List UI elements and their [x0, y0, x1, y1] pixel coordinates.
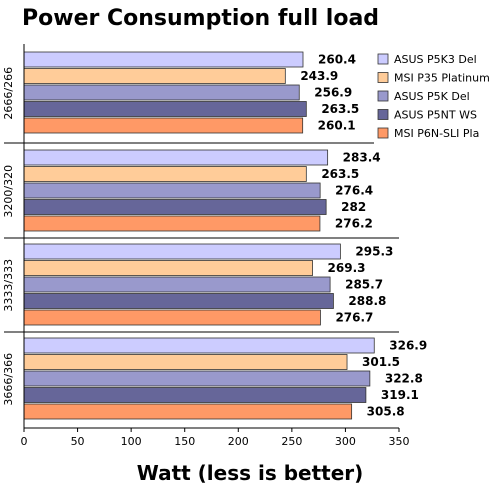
legend-swatch-4 [377, 127, 389, 139]
data-label-3200/320-3: 282 [341, 200, 366, 214]
bar-2666/266-3 [23, 101, 307, 117]
data-label-3666/366-1: 301.5 [362, 355, 400, 369]
x-tick-label-6: 300 [335, 435, 356, 448]
bar-3200/320-0 [23, 149, 329, 166]
bar-3666/366-4 [23, 403, 353, 420]
bar-3666/366-2 [23, 370, 371, 387]
x-tick-label-1: 50 [71, 435, 85, 448]
bar-3333/333-4 [23, 309, 321, 326]
bar-3200/320-2 [23, 182, 321, 199]
data-label-3200/320-0: 283.4 [343, 151, 381, 165]
data-label-3666/366-2: 322.8 [385, 372, 423, 386]
bar-3333/333-3 [23, 293, 334, 309]
x-tick-label-0: 0 [21, 435, 28, 448]
x-tick-label-7: 350 [389, 435, 410, 448]
bar-3200/320-3 [23, 199, 327, 215]
category-label-3: 3666/366 [2, 353, 15, 406]
data-label-3333/333-4: 276.7 [335, 311, 373, 325]
bar-3666/366-1 [23, 354, 348, 370]
legend-box [374, 50, 498, 147]
bar-3666/366-0 [23, 337, 375, 354]
legend-swatch-3 [377, 109, 389, 120]
bar-3333/333-2 [23, 276, 331, 293]
bar-3666/366-3 [23, 387, 367, 403]
category-label-2: 3333/333 [2, 259, 15, 312]
legend-entry-4: MSI P6N-SLI Pla [394, 127, 479, 140]
legend-swatch-2 [377, 90, 389, 102]
bar-2666/266-1 [23, 68, 286, 84]
data-label-2666/266-0: 260.4 [318, 53, 356, 67]
category-label-1: 3200/320 [2, 165, 15, 218]
legend-swatch-0 [377, 53, 389, 65]
bar-2666/266-2 [23, 84, 300, 101]
data-label-3333/333-3: 288.8 [348, 294, 386, 308]
data-label-3200/320-2: 276.4 [335, 184, 373, 198]
data-label-3333/333-2: 285.7 [345, 278, 383, 292]
data-label-3666/366-0: 326.9 [389, 339, 427, 353]
x-tick-label-5: 250 [281, 435, 302, 448]
bar-3333/333-1 [23, 260, 313, 276]
bar-2666/266-0 [23, 51, 304, 68]
data-label-3333/333-0: 295.3 [355, 245, 393, 259]
data-label-2666/266-3: 263.5 [321, 102, 359, 116]
x-tick-label-4: 200 [228, 435, 249, 448]
legend-entry-0: ASUS P5K3 Del [394, 53, 477, 66]
chart-title: Power Consumption full load [22, 6, 380, 31]
data-label-3200/320-1: 263.5 [321, 167, 359, 181]
legend-swatch-1 [377, 72, 389, 83]
data-label-3200/320-4: 276.2 [335, 217, 373, 231]
category-label-0: 2666/266 [2, 67, 15, 120]
x-tick-label-3: 150 [174, 435, 195, 448]
data-label-2666/266-1: 243.9 [300, 69, 338, 83]
bar-3333/333-0 [23, 243, 341, 260]
x-axis-label: Watt (less is better) [136, 461, 364, 485]
data-label-3666/366-3: 319.1 [381, 388, 419, 402]
legend-entry-1: MSI P35 Platinum [394, 72, 490, 85]
data-label-3333/333-1: 269.3 [328, 261, 366, 275]
data-label-3666/366-4: 305.8 [367, 405, 405, 419]
bar-2666/266-4 [23, 117, 304, 134]
bar-3200/320-4 [23, 215, 321, 232]
bar-3200/320-1 [23, 166, 307, 182]
legend-entry-3: ASUS P5NT WS [394, 109, 477, 122]
data-label-2666/266-2: 256.9 [314, 86, 352, 100]
x-tick-label-2: 100 [121, 435, 142, 448]
data-label-2666/266-4: 260.1 [318, 119, 356, 133]
legend-entry-2: ASUS P5K Del [394, 90, 470, 103]
